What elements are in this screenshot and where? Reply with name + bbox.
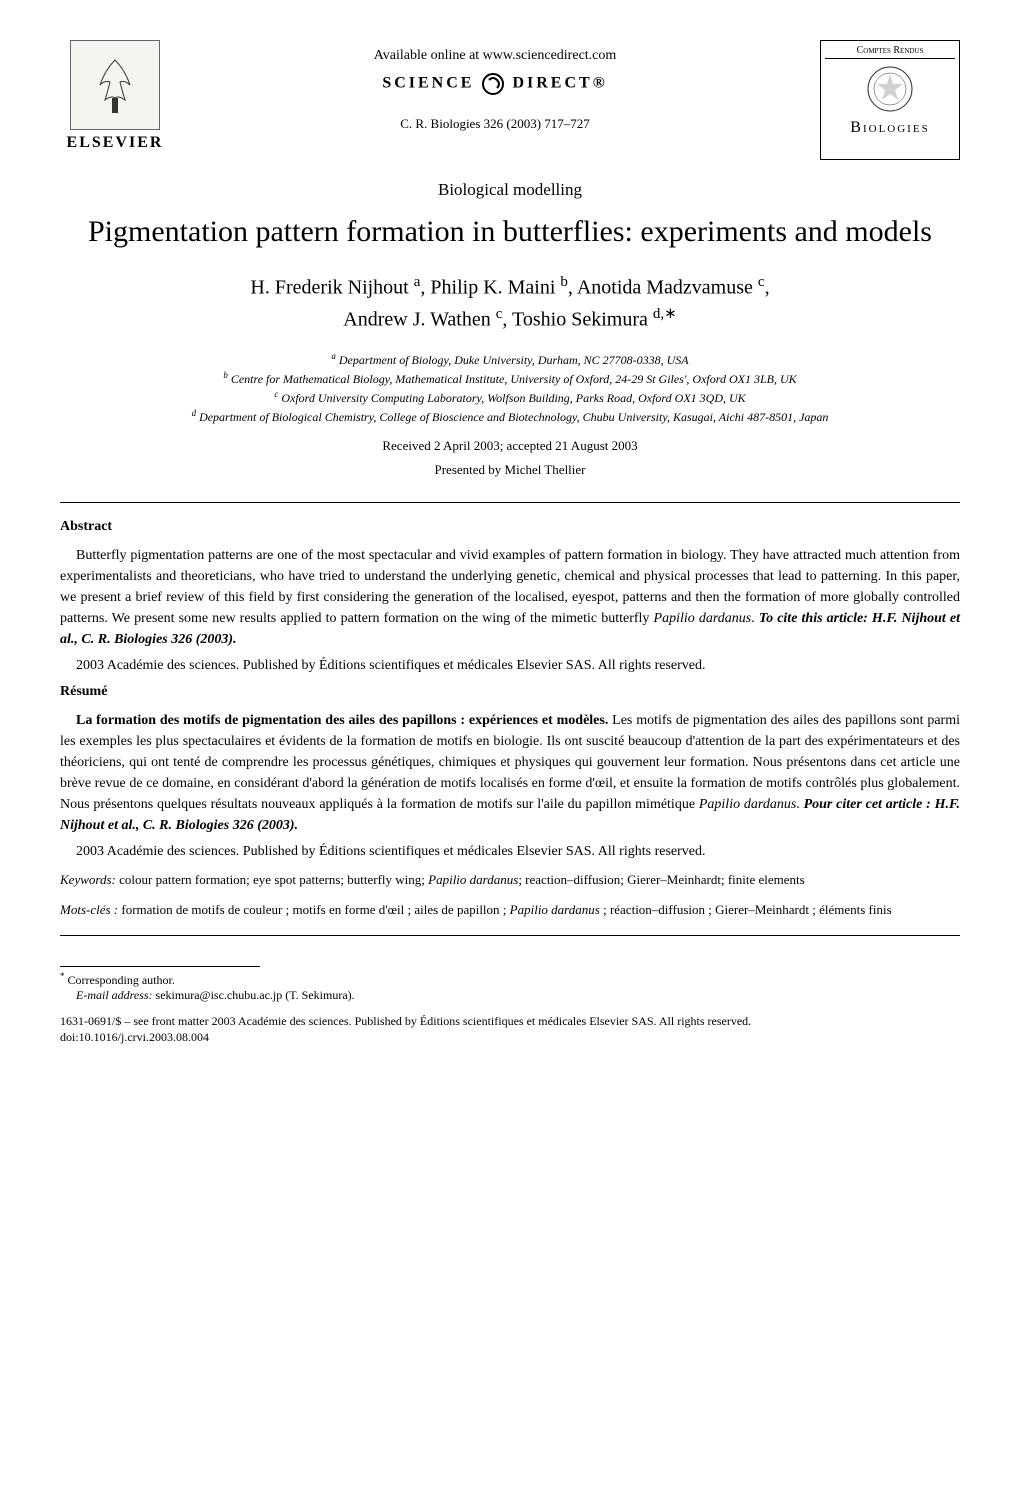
abstract-copyright: 2003 Académie des sciences. Published by…	[60, 658, 960, 674]
available-online-text: Available online at www.sciencedirect.co…	[170, 48, 820, 64]
dates: Received 2 April 2003; accepted 21 Augus…	[60, 438, 960, 454]
center-header: Available online at www.sciencedirect.co…	[170, 48, 820, 152]
paper-title: Pigmentation pattern formation in butter…	[60, 212, 960, 251]
header-row: ELSEVIER Available online at www.science…	[60, 40, 960, 160]
resume-text: La formation des motifs de pigmentation …	[60, 710, 960, 836]
cr-seal-icon	[825, 59, 955, 119]
author-1: H. Frederik Nijhout	[250, 277, 413, 299]
sep1: , Philip K. Maini	[420, 277, 560, 299]
abstract-text2: .	[751, 611, 759, 626]
author-5-affil: d,∗	[653, 306, 677, 322]
email-line: E-mail address: sekimura@isc.chubu.ac.jp…	[76, 988, 960, 1003]
resume-species: Papilio dardanus	[699, 797, 796, 812]
cr-bottom-text: Biologies	[825, 119, 955, 137]
mots-cles: Mots-clés : formation de motifs de coule…	[60, 900, 960, 920]
presented-by: Presented by Michel Thellier	[60, 462, 960, 478]
elsevier-text: ELSEVIER	[67, 134, 164, 152]
motscles-label: Mots-clés :	[60, 902, 118, 917]
affiliation-b: Centre for Mathematical Biology, Mathema…	[231, 372, 797, 386]
affiliation-a: Department of Biology, Duke University, …	[339, 353, 689, 367]
section-name: Biological modelling	[60, 180, 960, 200]
sep4: , Toshio Sekimura	[502, 308, 652, 330]
keywords: Keywords: colour pattern formation; eye …	[60, 870, 960, 890]
author-4: Andrew J. Wathen	[343, 308, 495, 330]
comptes-rendus-logo: Comptes Rendus Biologies	[820, 40, 960, 160]
authors: H. Frederik Nijhout a, Philip K. Maini b…	[60, 271, 960, 334]
sep3: ,	[765, 277, 770, 299]
keywords-species: Papilio dardanus	[428, 872, 518, 887]
footer-doi: doi:10.1016/j.crvi.2003.08.004	[60, 1030, 960, 1045]
keywords-label: Keywords:	[60, 872, 116, 887]
author-3-affil: c	[758, 274, 765, 290]
abstract-text: Butterfly pigmentation patterns are one …	[60, 545, 960, 650]
section-rule	[60, 502, 960, 503]
resume-text2: .	[796, 797, 803, 812]
motscles-text: formation de motifs de couleur ; motifs …	[118, 902, 510, 917]
motscles-species: Papilio dardanus	[510, 902, 600, 917]
keywords-text2: ; reaction–diffusion; Gierer–Meinhardt; …	[518, 872, 804, 887]
science-direct-logo: SCIENCE DIRECT®	[170, 72, 820, 96]
affiliations: a Department of Biology, Duke University…	[60, 350, 960, 426]
resume-title: La formation des motifs de pigmentation …	[76, 713, 608, 728]
elsevier-tree-icon	[70, 40, 160, 130]
abstract-species: Papilio dardanus	[654, 611, 752, 626]
section-rule-2	[60, 935, 960, 936]
motscles-text2: ; réaction–diffusion ; Gierer–Meinhardt …	[600, 902, 892, 917]
email-label: E-mail address:	[76, 988, 153, 1002]
cr-top-text: Comptes Rendus	[825, 45, 955, 59]
author-2-affil: b	[560, 274, 568, 290]
resume-heading: Résumé	[60, 684, 960, 700]
email-address: sekimura@isc.chubu.ac.jp (T. Sekimura).	[153, 988, 355, 1002]
sep2: , Anotida Madzvamuse	[568, 277, 758, 299]
affiliation-d: Department of Biological Chemistry, Coll…	[199, 410, 828, 424]
footer-issn: 1631-0691/$ – see front matter 2003 Acad…	[60, 1013, 960, 1030]
affiliation-c: Oxford University Computing Laboratory, …	[281, 391, 745, 405]
corresponding-label: Corresponding author.	[65, 973, 175, 987]
resume-copyright: 2003 Académie des sciences. Published by…	[60, 844, 960, 860]
citation-text: C. R. Biologies 326 (2003) 717–727	[170, 116, 820, 132]
elsevier-logo: ELSEVIER	[60, 40, 170, 160]
keywords-text: colour pattern formation; eye spot patte…	[116, 872, 428, 887]
abstract-heading: Abstract	[60, 519, 960, 535]
corresponding-author: * Corresponding author.	[60, 971, 960, 988]
